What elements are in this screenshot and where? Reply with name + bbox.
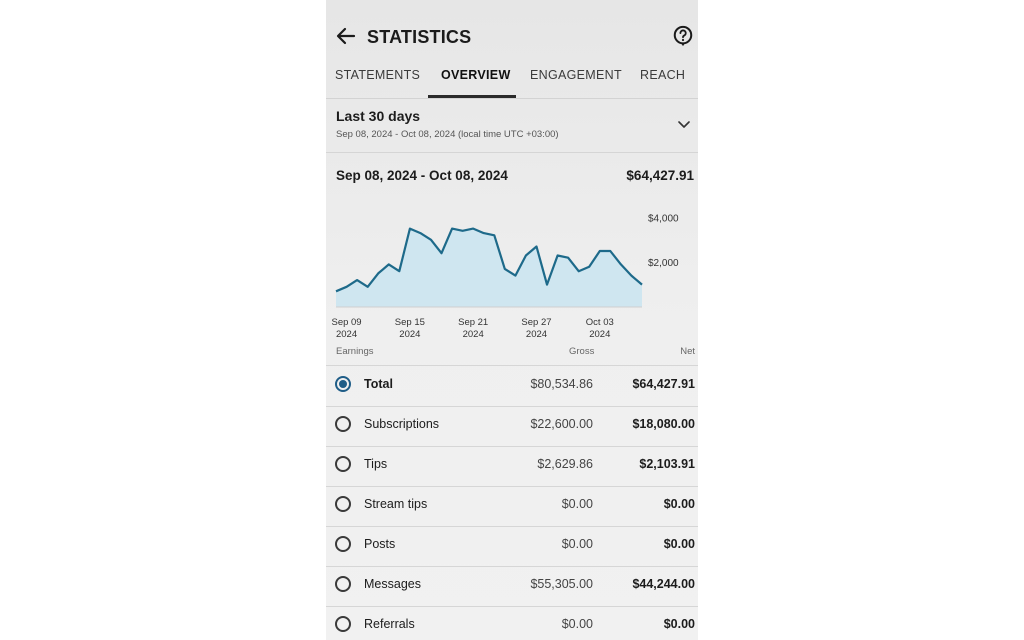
chart-series-line <box>335 227 643 293</box>
column-gross: Gross <box>569 346 595 357</box>
earnings-row-subscriptions[interactable]: Subscriptions $22,600.00 $18,080.00 <box>326 406 698 447</box>
column-net: Net <box>680 346 695 357</box>
row-gross-value: $80,534.86 <box>530 377 593 391</box>
table-header: Earnings Gross Net <box>326 345 698 366</box>
radio-button[interactable] <box>335 376 351 392</box>
tab-statements[interactable]: STATEMENTS <box>335 68 421 82</box>
earnings-row-tips[interactable]: Tips $2,629.86 $2,103.91 <box>326 446 698 487</box>
x-tick-label: Sep 09 <box>331 317 361 328</box>
row-gross-value: $0.00 <box>561 537 593 551</box>
page-title: STATISTICS <box>367 27 472 47</box>
help-icon[interactable] <box>672 25 694 47</box>
x-tick-label: Oct 03 <box>586 317 614 328</box>
earnings-row-stream-tips[interactable]: Stream tips $0.00 $0.00 <box>326 486 698 527</box>
statistics-screen: STATISTICS STATEMENTS OVERVIEW ENGAGEMEN… <box>326 0 698 640</box>
x-tick-label: 2024 <box>336 329 357 340</box>
row-net-value: $2,103.91 <box>639 457 695 471</box>
tab-overview[interactable]: OVERVIEW <box>441 68 511 82</box>
y-tick-label: $2,000 <box>648 258 679 269</box>
row-net-value: $18,080.00 <box>632 417 695 431</box>
back-arrow-icon[interactable] <box>334 24 358 48</box>
x-tick-label: 2024 <box>463 329 484 340</box>
row-label: Referrals <box>364 617 415 631</box>
x-tick-label: Sep 21 <box>458 317 488 328</box>
row-gross-value: $55,305.00 <box>530 577 593 591</box>
radio-button[interactable] <box>335 456 351 472</box>
row-net-value: $0.00 <box>663 537 695 551</box>
x-tick-label: 2024 <box>399 329 420 340</box>
earnings-row-posts[interactable]: Posts $0.00 $0.00 <box>326 526 698 567</box>
row-label: Messages <box>364 577 421 591</box>
chart-period-label: Sep 08, 2024 - Oct 08, 2024 <box>336 168 508 183</box>
row-net-value: $44,244.00 <box>632 577 695 591</box>
app-header: STATISTICS <box>326 18 698 58</box>
chart-period-total: $64,427.91 <box>626 168 694 183</box>
y-tick-label: $4,000 <box>648 213 679 224</box>
row-gross-value: $0.00 <box>561 617 593 631</box>
radio-button[interactable] <box>335 536 351 552</box>
tab-bar: STATEMENTS OVERVIEW ENGAGEMENT REACH <box>326 60 698 99</box>
x-tick-label: 2024 <box>589 329 610 340</box>
date-range-selector[interactable]: Last 30 days Sep 08, 2024 - Oct 08, 2024… <box>326 98 698 153</box>
chart-area-fill <box>336 228 642 307</box>
row-gross-value: $0.00 <box>561 497 593 511</box>
row-label: Stream tips <box>364 497 428 511</box>
earnings-row-messages[interactable]: Messages $55,305.00 $44,244.00 <box>326 566 698 607</box>
row-net-value: $64,427.91 <box>632 377 695 391</box>
row-gross-value: $2,629.86 <box>537 457 593 471</box>
x-tick-label: Sep 27 <box>521 317 551 328</box>
row-label: Tips <box>364 457 388 471</box>
row-label: Subscriptions <box>364 417 440 431</box>
row-label: Total <box>364 377 393 391</box>
radio-button[interactable] <box>335 416 351 432</box>
date-range-title: Last 30 days <box>336 108 421 124</box>
radio-button[interactable] <box>335 496 351 512</box>
row-net-value: $0.00 <box>663 497 695 511</box>
column-earnings: Earnings <box>336 346 374 357</box>
tab-reach[interactable]: REACH <box>640 68 686 82</box>
row-gross-value: $22,600.00 <box>530 417 593 431</box>
earnings-row-referrals[interactable]: Referrals $0.00 $0.00 <box>326 606 698 640</box>
earnings-row-total[interactable]: Total $80,534.86 $64,427.91 <box>326 366 698 407</box>
active-tab-indicator <box>428 95 516 98</box>
x-tick-label: Sep 15 <box>395 317 425 328</box>
chevron-down-icon[interactable] <box>676 116 692 132</box>
tab-engagement[interactable]: ENGAGEMENT <box>530 68 622 82</box>
radio-button[interactable] <box>335 616 351 632</box>
x-tick-label: 2024 <box>526 329 547 340</box>
radio-button[interactable] <box>335 576 351 592</box>
row-label: Posts <box>364 537 396 551</box>
row-net-value: $0.00 <box>663 617 695 631</box>
date-range-subtitle: Sep 08, 2024 - Oct 08, 2024 (local time … <box>336 129 559 140</box>
